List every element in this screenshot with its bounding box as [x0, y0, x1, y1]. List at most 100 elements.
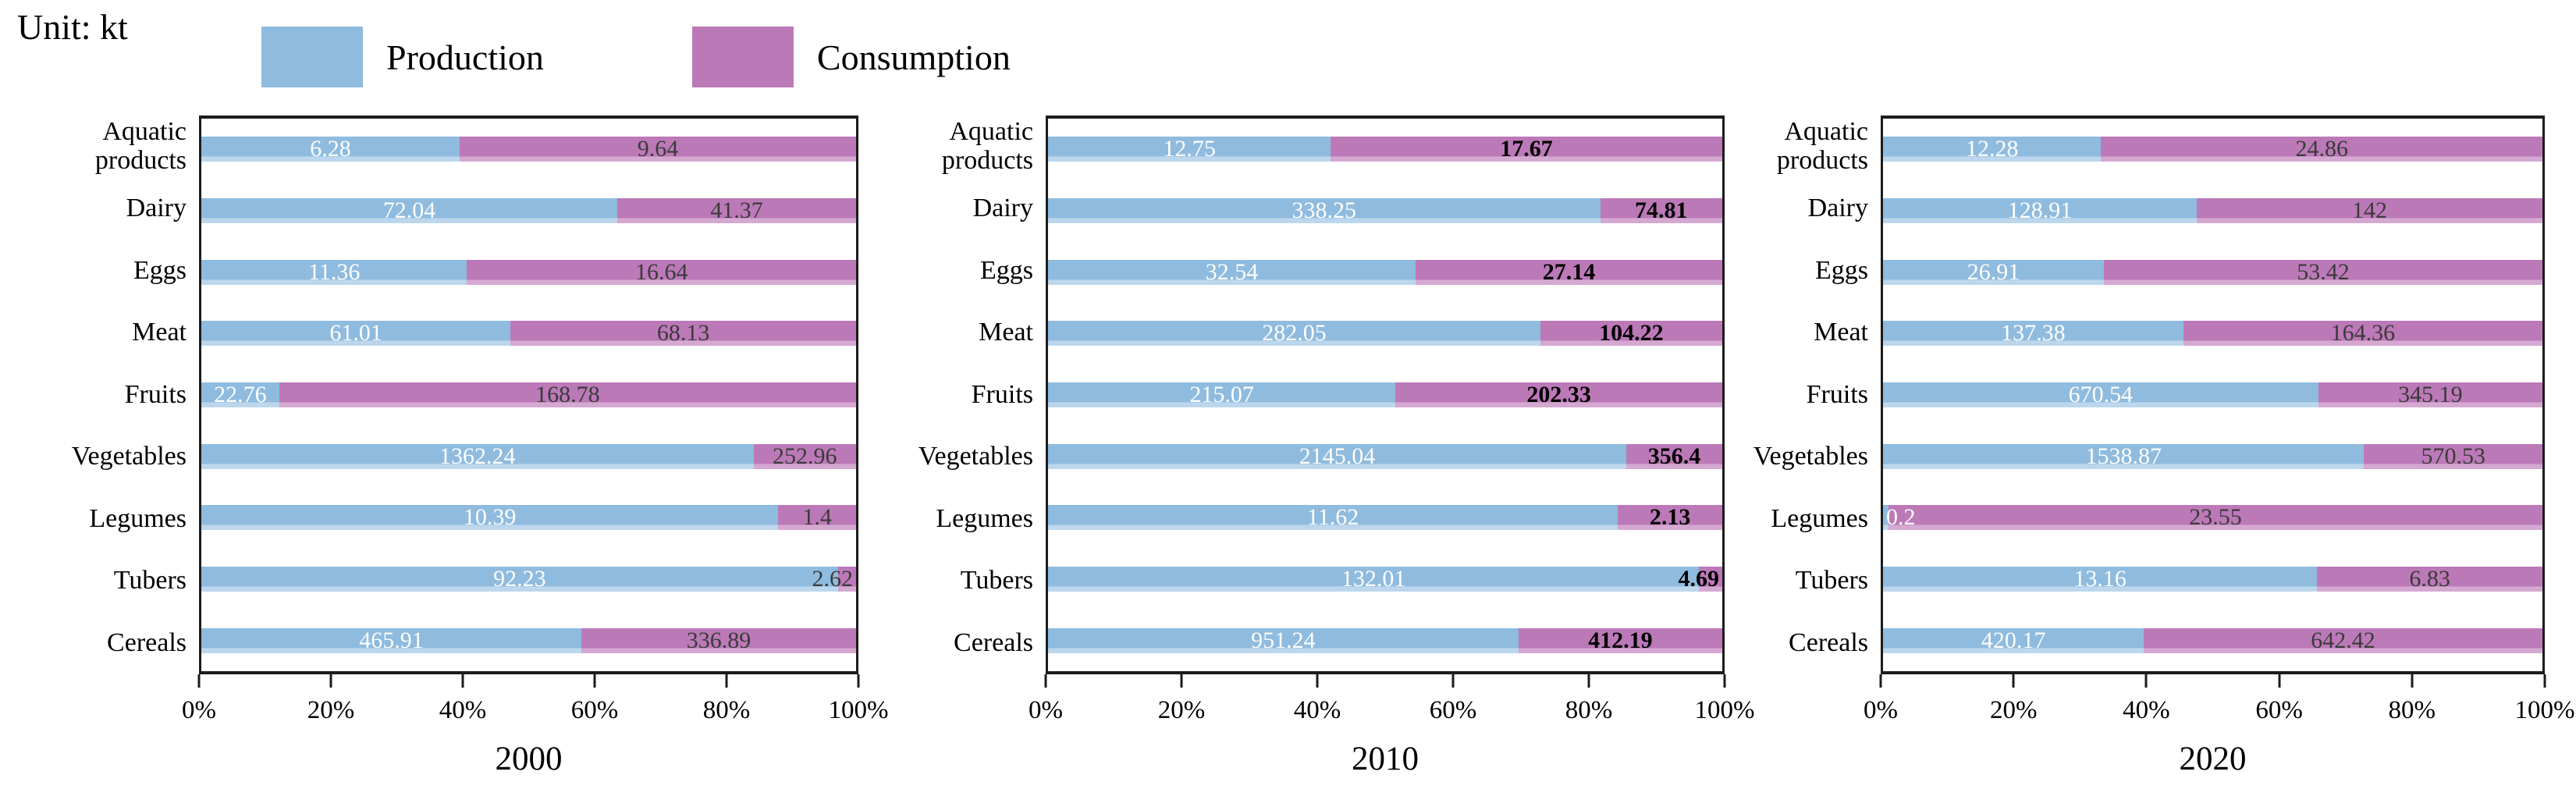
bar-row: 0.2 23.55 — [1883, 487, 2542, 549]
legend-label: Consumption — [816, 37, 1011, 77]
consumption-swatch — [691, 27, 794, 87]
consumption-value-label: 27.14 — [1542, 258, 1596, 285]
stacked-bar: 1362.24 252.96 — [201, 443, 856, 469]
stacked-bar: 32.54 27.14 — [1048, 258, 1722, 285]
x-tick — [1180, 674, 1183, 688]
chart-panel: Aquatic products Dairy Eggs Meat Fruits Veget… — [1748, 116, 2575, 778]
production-value-label: 10.39 — [463, 504, 517, 531]
production-value-label: 2145.04 — [1299, 443, 1376, 469]
category-label: Aquatic products — [1776, 117, 1868, 175]
x-tick — [2543, 674, 2546, 688]
production-segment: 32.54 — [1048, 259, 1416, 285]
y-axis-labels: Aquatic products Dairy Eggs Meat Fruits Veget… — [1748, 116, 1881, 674]
bar-row: 92.23 2.62 — [201, 549, 856, 610]
consumption-value-label: 1.4 — [802, 504, 832, 531]
consumption-value-label: 104.22 — [1599, 320, 1664, 347]
production-value-label: 215.07 — [1189, 382, 1254, 408]
x-tick-label: 20% — [1157, 696, 1206, 724]
category-label: Fruits — [124, 379, 187, 409]
production-segment: 420.17 — [1883, 627, 2144, 653]
production-value-label: 22.76 — [214, 382, 267, 408]
production-segment: 10.39 — [201, 504, 779, 531]
consumption-value-label: 2.13 — [1649, 504, 1691, 531]
x-tick — [1879, 674, 1882, 688]
production-value-label: 670.54 — [2068, 382, 2134, 408]
x-tick — [1723, 674, 1726, 688]
category-label: Cereals — [107, 627, 187, 657]
production-value-label: 61.01 — [329, 320, 382, 347]
bar-row: 72.04 41.37 — [201, 180, 856, 242]
stacked-bar: 22.76 168.78 — [201, 382, 856, 408]
production-value-label: 11.36 — [308, 258, 361, 285]
x-tick-label: 100% — [1694, 696, 1755, 724]
x-tick — [1044, 674, 1047, 688]
stacked-bar: 11.62 2.13 — [1048, 504, 1722, 531]
x-tick-label: 60% — [570, 696, 619, 724]
consumption-value-label: 345.19 — [2398, 382, 2463, 408]
consumption-segment: 68.13 — [510, 320, 856, 347]
category-label: Legumes — [1771, 503, 1868, 533]
x-tick — [1587, 674, 1590, 688]
x-tick-label: 0% — [182, 696, 216, 724]
category-label: Cereals — [954, 627, 1033, 657]
x-tick-label: 20% — [1989, 696, 2038, 724]
x-tick-label: 20% — [307, 696, 355, 724]
x-tick-label: 0% — [1029, 696, 1063, 724]
x-tick — [461, 674, 464, 688]
category-label: Legumes — [936, 503, 1033, 533]
production-segment: 132.01 — [1048, 566, 1700, 592]
bar-row: 132.01 4.69 — [1048, 549, 1722, 610]
consumption-segment: 6.83 — [2317, 566, 2542, 592]
stacked-bar: 215.07 202.33 — [1048, 382, 1722, 408]
production-value-label: 11.62 — [1306, 504, 1359, 531]
bar-row: 338.25 74.81 — [1048, 180, 1722, 242]
x-tick-label: 80% — [2388, 696, 2436, 724]
y-axis-labels: Aquatic products Dairy Eggs Meat Fruits Veget… — [882, 116, 1046, 674]
stacked-bar: 92.23 2.62 — [201, 566, 856, 592]
consumption-value-label: 24.86 — [2295, 136, 2348, 162]
bar-row: 2145.04 356.4 — [1048, 425, 1722, 487]
bar-row: 12.28 24.86 — [1883, 119, 2542, 180]
bar-row: 6.28 9.64 — [201, 119, 856, 180]
chart-panels: Aquatic products Dairy Eggs Meat Fruits Veget… — [0, 116, 2576, 778]
category-label: Tubers — [113, 566, 187, 595]
consumption-segment: 17.67 — [1331, 136, 1722, 162]
x-tick-label: 40% — [2123, 696, 2170, 724]
production-value-label: 282.05 — [1262, 320, 1327, 347]
consumption-value-label: 41.37 — [710, 197, 763, 223]
stacked-bar: 10.39 1.4 — [201, 504, 856, 531]
consumption-value-label: 23.55 — [2189, 504, 2242, 531]
production-segment: 215.07 — [1048, 382, 1396, 408]
x-tick — [2278, 674, 2281, 688]
x-axis: 0% 20% 40% 60% 80% 100% — [1864, 674, 2575, 740]
category-label: Tubers — [960, 566, 1033, 595]
bar-row: 282.05 104.22 — [1048, 303, 1722, 364]
consumption-value-label: 642.42 — [2311, 627, 2375, 653]
bar-row: 22.76 168.78 — [201, 364, 856, 426]
production-value-label: 137.38 — [2001, 320, 2066, 347]
stacked-bar: 951.24 412.19 — [1048, 627, 1722, 653]
consumption-value-label: 164.36 — [2330, 320, 2396, 347]
consumption-segment: 27.14 — [1416, 258, 1722, 285]
production-segment: 465.91 — [201, 627, 581, 653]
production-segment: 0.2 — [1883, 504, 1916, 531]
production-segment: 72.04 — [201, 197, 617, 223]
legend: Production Consumption — [261, 27, 1011, 87]
consumption-value-label: 53.42 — [2297, 258, 2350, 285]
category-label: Eggs — [133, 255, 187, 285]
x-tick — [1451, 674, 1455, 688]
bar-row: 137.38 164.36 — [1883, 303, 2542, 364]
production-segment: 137.38 — [1883, 320, 2183, 347]
stacked-bar: 338.25 74.81 — [1048, 197, 1722, 223]
unit-label: Unit: kt — [17, 7, 128, 47]
category-label: Aquatic products — [941, 117, 1033, 175]
production-segment: 670.54 — [1883, 382, 2318, 408]
category-label: Eggs — [980, 255, 1033, 285]
category-label: Vegetables — [918, 442, 1033, 471]
consumption-value-label: 68.13 — [656, 320, 710, 347]
consumption-segment: 336.89 — [581, 627, 856, 653]
bar-row: 465.91 336.89 — [201, 610, 856, 671]
plot-and-labels: Aquatic products Dairy Eggs Meat Fruits Veget… — [882, 116, 1725, 674]
bar-row: 215.07 202.33 — [1048, 364, 1722, 426]
bar-row: 11.62 2.13 — [1048, 487, 1722, 549]
